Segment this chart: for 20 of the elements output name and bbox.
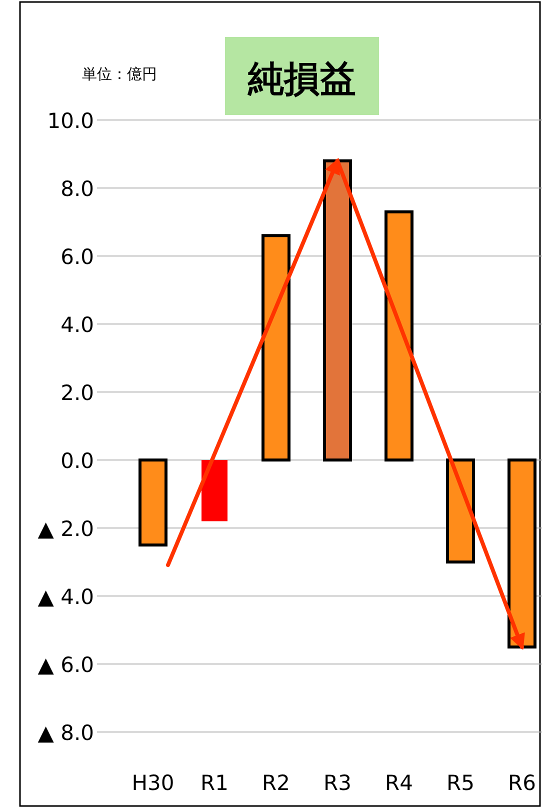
chart-title: 純損益 xyxy=(247,59,356,100)
y-tick-label: 10.0 xyxy=(47,109,94,133)
x-tick-label: R4 xyxy=(385,771,413,795)
y-tick-label: ▲ 6.0 xyxy=(38,653,94,677)
y-tick-label: 6.0 xyxy=(60,245,94,269)
y-tick-label: ▲ 2.0 xyxy=(38,517,94,541)
x-tick-label: R5 xyxy=(446,771,474,795)
y-tick-label: 0.0 xyxy=(60,449,94,473)
y-tick-label: ▲ 8.0 xyxy=(38,721,94,745)
x-tick-label: R3 xyxy=(324,771,352,795)
x-tick-label: R1 xyxy=(200,771,228,795)
x-tick-label: R6 xyxy=(508,771,536,795)
y-tick-label: ▲ 4.0 xyxy=(38,585,94,609)
y-axis-title: 単位：億円 xyxy=(82,65,157,83)
title: 純損益 xyxy=(225,37,379,115)
y-tick-label: 2.0 xyxy=(60,381,94,405)
x-tick-label: H30 xyxy=(132,771,174,795)
y-tick-label: 4.0 xyxy=(60,313,94,337)
x-tick-label: R2 xyxy=(262,771,290,795)
y-tick-label: 8.0 xyxy=(60,177,94,201)
